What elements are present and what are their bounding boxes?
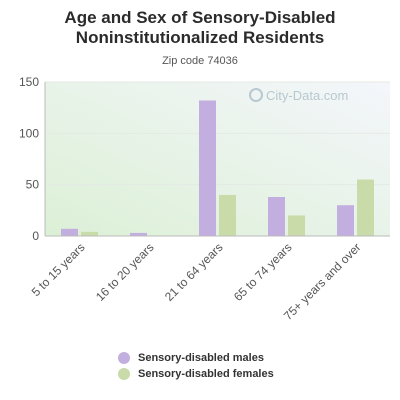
legend-item-females: Sensory-disabled females	[118, 366, 274, 382]
bar-females	[219, 194, 236, 236]
x-tick-label: 21 to 64 years	[162, 240, 226, 304]
watermark: City-Data.com	[249, 88, 348, 103]
bar-males	[130, 232, 147, 236]
legend-swatch-females	[118, 368, 130, 380]
y-tick-label: 50	[26, 178, 40, 192]
x-tick-label: 65 to 74 years	[231, 240, 295, 304]
bar-females	[81, 231, 98, 236]
bar-females	[288, 215, 305, 236]
watermark-text: City-Data.com	[266, 88, 348, 103]
y-tick-label: 100	[19, 126, 39, 140]
bar-males	[337, 205, 354, 236]
legend-item-males: Sensory-disabled males	[118, 350, 274, 366]
plot-area	[45, 82, 390, 236]
bar-males	[268, 196, 285, 236]
legend-label-females: Sensory-disabled females	[138, 368, 274, 380]
watermark-icon	[249, 88, 263, 102]
legend-swatch-males	[118, 352, 130, 364]
x-tick-label: 5 to 15 years	[29, 240, 88, 299]
bar-females	[357, 179, 374, 236]
legend-label-males: Sensory-disabled males	[138, 352, 264, 364]
legend: Sensory-disabled males Sensory-disabled …	[118, 350, 274, 382]
bar-males	[61, 228, 78, 236]
bar-males	[199, 100, 216, 236]
x-tick-label: 75+ years and over	[281, 240, 364, 323]
y-tick-label: 150	[19, 75, 39, 89]
chart-subtitle: Zip code 74036	[162, 55, 238, 67]
chart-title: Age and Sex of Sensory-Disabled Noninsti…	[64, 8, 336, 47]
x-tick-label: 16 to 20 years	[93, 240, 157, 304]
y-tick-label: 0	[32, 229, 39, 243]
